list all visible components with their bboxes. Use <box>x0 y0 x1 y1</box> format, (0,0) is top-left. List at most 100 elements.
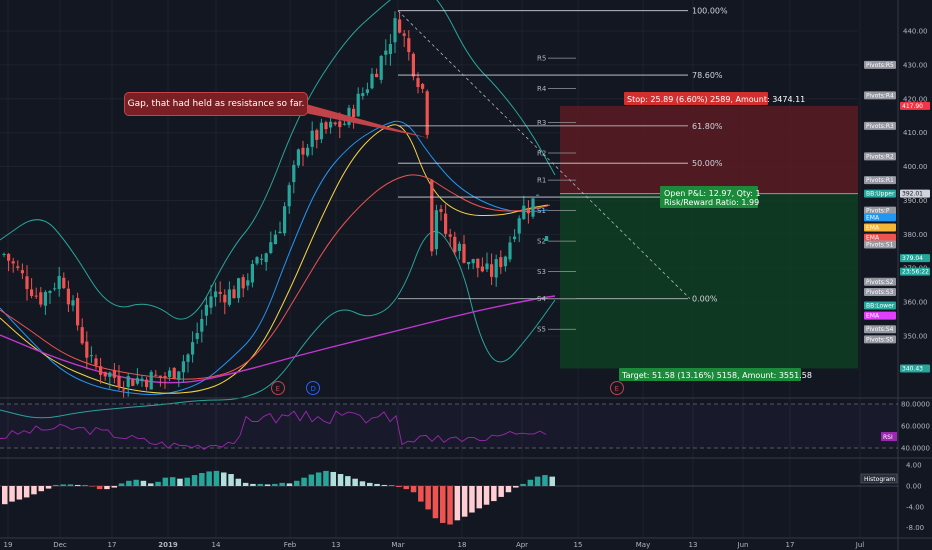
ema-purple <box>0 295 556 384</box>
price-tag-label: 392.01 <box>902 191 923 198</box>
candle-body <box>2 253 6 255</box>
candle-body <box>181 361 185 373</box>
candle-body <box>499 257 503 268</box>
candle-body <box>71 300 75 306</box>
ema-yellow <box>0 124 549 394</box>
candle-body <box>126 376 130 387</box>
hist-bar <box>330 471 336 486</box>
hist-bar <box>23 486 30 498</box>
candle-body <box>76 298 80 326</box>
hist-tick: -8.00 <box>906 524 924 532</box>
date-tick: May <box>636 541 650 549</box>
bb-lower <box>0 231 556 419</box>
candle-body <box>264 253 268 262</box>
candle-body <box>393 18 397 43</box>
hist-bar <box>75 484 81 486</box>
ema-red <box>0 174 551 380</box>
price-tag-label: Pivots:R2 <box>866 153 894 160</box>
candle-body <box>260 258 264 260</box>
hist-bar <box>308 474 315 486</box>
candle-body <box>508 242 512 260</box>
event-marker <box>610 381 624 395</box>
price-tag-box <box>864 240 896 249</box>
hist-bar <box>162 477 169 486</box>
bb-upper <box>0 0 556 320</box>
event-marker <box>306 381 320 395</box>
hist-bar <box>89 486 96 487</box>
candle-body <box>218 291 222 294</box>
candle-body <box>269 242 273 253</box>
hist-bar <box>140 480 147 486</box>
candle-body <box>522 205 526 219</box>
candle-body <box>513 236 517 240</box>
hist-bar <box>169 477 176 486</box>
price-tag-box <box>864 287 896 296</box>
hist-bar <box>301 477 307 486</box>
candle-body <box>158 375 162 378</box>
price-tag-box <box>900 364 930 373</box>
pivot-label: R3 <box>537 119 546 127</box>
candle-body <box>471 259 475 264</box>
hist-bar <box>534 476 541 486</box>
candle-body <box>416 78 420 88</box>
date-tick: 13 <box>332 541 341 549</box>
candle-body <box>20 270 24 274</box>
hist-bar <box>440 486 446 523</box>
sub-panes: 80.0000 60.0000 40.0000 RSI 4.00 0.00 -4.00 -8.… <box>0 401 930 532</box>
hist-bar <box>82 485 88 486</box>
event-marker-label: D <box>311 385 316 393</box>
hist-bar <box>53 484 59 486</box>
candle-body <box>485 263 489 270</box>
ema-blue <box>0 120 549 396</box>
price-tag-box <box>864 152 896 161</box>
drawings: 100.00%78.60%61.80%50.00%38.20%0.00%R5R4… <box>271 7 812 395</box>
trend-line <box>397 10 691 300</box>
price-tag-label: Pivots:S4 <box>866 326 894 333</box>
date-tick: Mar <box>391 541 404 549</box>
candle-body <box>112 370 116 378</box>
hist-bar <box>476 486 482 509</box>
hist-bar <box>177 478 183 486</box>
candle-body <box>94 358 98 366</box>
candle-body <box>425 91 429 135</box>
hist-bar <box>418 486 424 502</box>
candle-body <box>480 266 484 272</box>
candle-body <box>227 289 231 305</box>
date-tick: 19 <box>4 541 13 549</box>
price-tag-label: 23:56:22 <box>902 269 929 276</box>
annotation-callout[interactable]: Gap, that had held as resistance so far. <box>124 92 308 116</box>
hist-bar <box>461 486 468 517</box>
rr-label: Risk/Reward Ratio: 1.99 <box>664 198 759 207</box>
fib-label: 0.00% <box>692 295 718 304</box>
candle-body <box>329 121 333 128</box>
candle-body <box>16 266 20 268</box>
candle-body <box>145 379 149 388</box>
hist-bar <box>133 479 139 486</box>
candle-body <box>149 371 153 390</box>
candle-body <box>99 366 103 375</box>
hist-bar <box>294 480 300 486</box>
date-tick: Dec <box>53 541 67 549</box>
candle-body <box>430 180 434 252</box>
price-tag-label: Pivots:R5 <box>866 62 894 69</box>
event-marker-label: E <box>615 385 619 393</box>
candle-body <box>30 289 34 296</box>
price-tag-label: 417.90 <box>902 103 923 110</box>
candle-body <box>140 378 144 382</box>
price-tag-label: 340.43 <box>902 365 923 372</box>
price-tag-label: Pivots:S2 <box>866 279 894 286</box>
candle-body <box>278 231 282 234</box>
price-tag-box <box>864 60 896 69</box>
price-tag-box <box>864 223 896 232</box>
hist-bar <box>235 478 242 486</box>
candle-body <box>411 53 415 77</box>
candle-body <box>402 33 406 36</box>
rsi-line <box>0 410 547 450</box>
candle-body <box>39 292 43 305</box>
hist-bar <box>542 475 548 486</box>
candle-body <box>526 209 530 214</box>
date-tick: 15 <box>574 541 583 549</box>
price-tag-label: Pivots:P <box>866 208 890 215</box>
hist-bar <box>286 483 293 486</box>
